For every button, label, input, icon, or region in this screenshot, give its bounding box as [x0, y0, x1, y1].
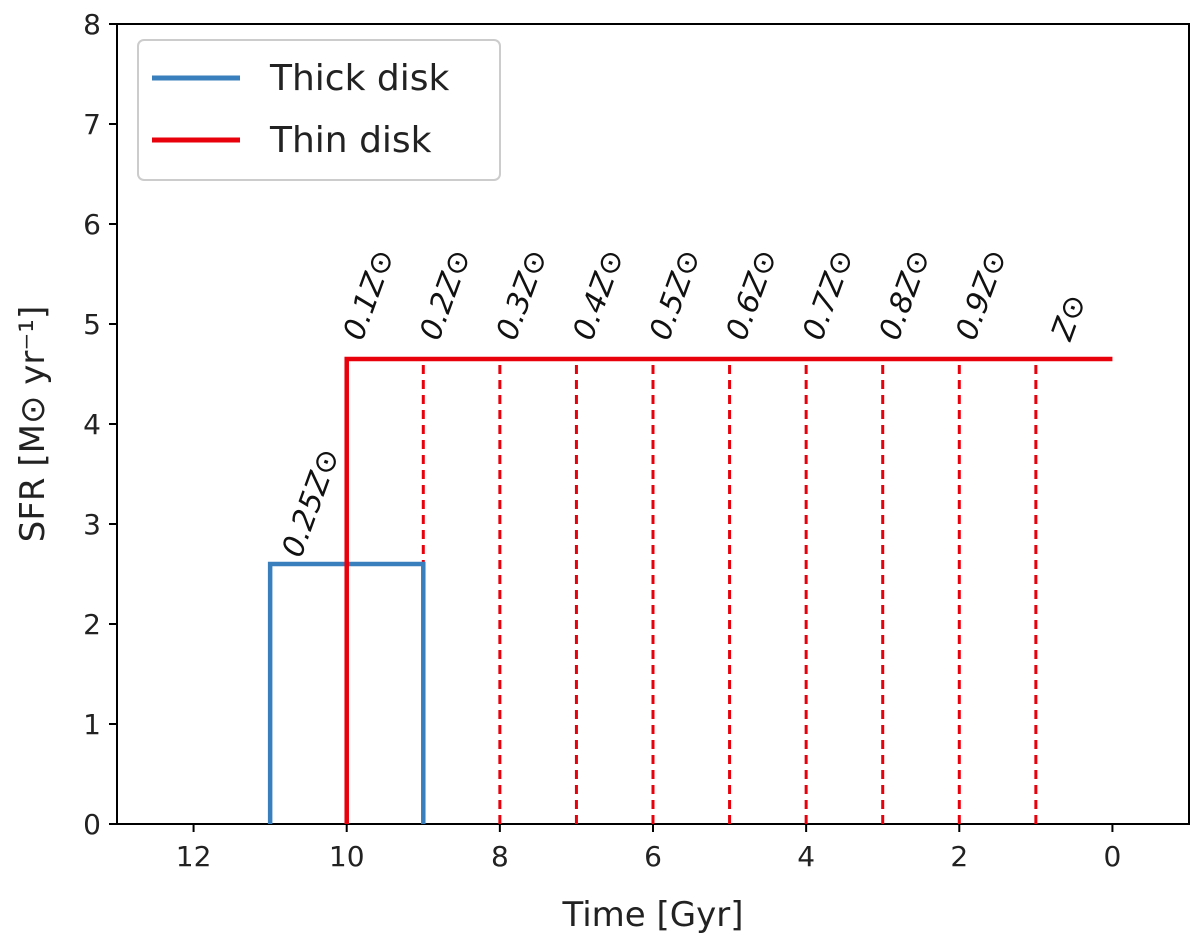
metallicity-annotation: Z⊙	[1045, 290, 1094, 346]
metallicity-annotation: 0.7Z⊙	[796, 245, 861, 345]
metallicity-annotation: 0.9Z⊙	[949, 245, 1014, 345]
legend-label-thick-disk: Thick disk	[269, 58, 450, 99]
legend-box	[137, 39, 501, 181]
metallicity-annotation: 0.3Z⊙	[490, 245, 555, 345]
metallicity-annotation: 0.6Z⊙	[720, 245, 785, 345]
x-tick-label: 0	[1104, 840, 1122, 873]
x-axis-ticks: 12 10 8 6 4 2 0	[176, 824, 1122, 873]
legend: Thick disk Thin disk	[137, 39, 501, 181]
metallicity-annotation: 0.5Z⊙	[643, 245, 708, 345]
x-tick-label: 12	[176, 840, 212, 873]
x-tick-label: 6	[644, 840, 662, 873]
y-tick-label: 3	[83, 508, 101, 541]
y-tick-label: 4	[83, 408, 101, 441]
y-tick-label: 2	[83, 608, 101, 641]
y-tick-label: 5	[83, 308, 101, 341]
metallicity-annotation: 0.25Z⊙	[275, 444, 346, 562]
metallicity-annotation: 0.4Z⊙	[566, 245, 631, 345]
metallicity-annotation: 0.2Z⊙	[413, 245, 478, 345]
x-tick-label: 2	[950, 840, 968, 873]
metallicity-annotation: 0.8Z⊙	[873, 245, 938, 345]
series-layer	[267, 356, 1113, 824]
y-tick-label: 8	[83, 8, 101, 41]
metallicity-annotation: 0.1Z⊙	[337, 245, 402, 345]
y-axis-ticks: 0 1 2 3 4 5 6 7 8	[83, 8, 117, 841]
x-axis-label: Time [Gyr]	[562, 895, 744, 935]
annotation-layer: 0.25Z⊙ 0.1Z⊙ 0.2Z⊙ 0.3Z⊙ 0.4Z⊙ 0.5Z⊙ 0.6Z⊙ 0.7Z…	[275, 245, 1093, 562]
y-axis-label: SFR [M⊙ yr⁻¹]	[13, 306, 53, 542]
y-tick-label: 0	[83, 808, 101, 841]
y-tick-label: 6	[83, 208, 101, 241]
y-tick-label: 7	[83, 108, 101, 141]
x-tick-label: 4	[797, 840, 815, 873]
x-tick-label: 10	[329, 840, 365, 873]
x-tick-label: 8	[491, 840, 509, 873]
series-line-thin-disk	[344, 356, 1113, 824]
y-tick-label: 1	[83, 708, 101, 741]
legend-label-thin-disk: Thin disk	[269, 120, 432, 161]
